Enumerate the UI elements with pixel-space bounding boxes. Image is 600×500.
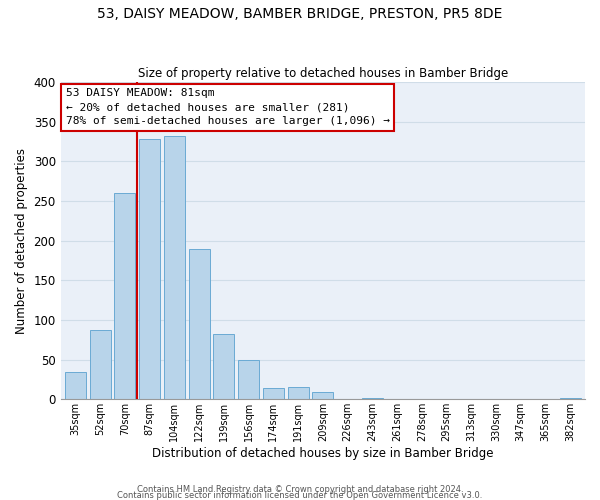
Bar (90, 330, 111, 400)
Text: Contains public sector information licensed under the Open Government Licence v3: Contains public sector information licen… (118, 490, 482, 500)
Bar (139, 139, 160, 400)
Bar (65, 372, 86, 400)
Bar (188, 248, 209, 400)
Text: 53, DAISY MEADOW, BAMBER BRIDGE, PRESTON, PR5 8DE: 53, DAISY MEADOW, BAMBER BRIDGE, PRESTON… (97, 8, 503, 22)
Bar (313, 392, 334, 400)
Bar (560, 398, 581, 400)
Bar (115, 193, 136, 400)
X-axis label: Distribution of detached houses by size in Bamber Bridge: Distribution of detached houses by size … (152, 447, 494, 460)
Text: 53 DAISY MEADOW: 81sqm
← 20% of detached houses are smaller (281)
78% of semi-de: 53 DAISY MEADOW: 81sqm ← 20% of detached… (66, 88, 390, 126)
Bar (287, 388, 308, 400)
Bar (164, 136, 185, 400)
Title: Size of property relative to detached houses in Bamber Bridge: Size of property relative to detached ho… (138, 66, 508, 80)
Bar (362, 398, 383, 400)
Y-axis label: Number of detached properties: Number of detached properties (15, 148, 28, 334)
Bar (214, 334, 235, 400)
Bar (238, 360, 259, 400)
Text: Contains HM Land Registry data © Crown copyright and database right 2024.: Contains HM Land Registry data © Crown c… (137, 484, 463, 494)
Bar (263, 388, 284, 400)
